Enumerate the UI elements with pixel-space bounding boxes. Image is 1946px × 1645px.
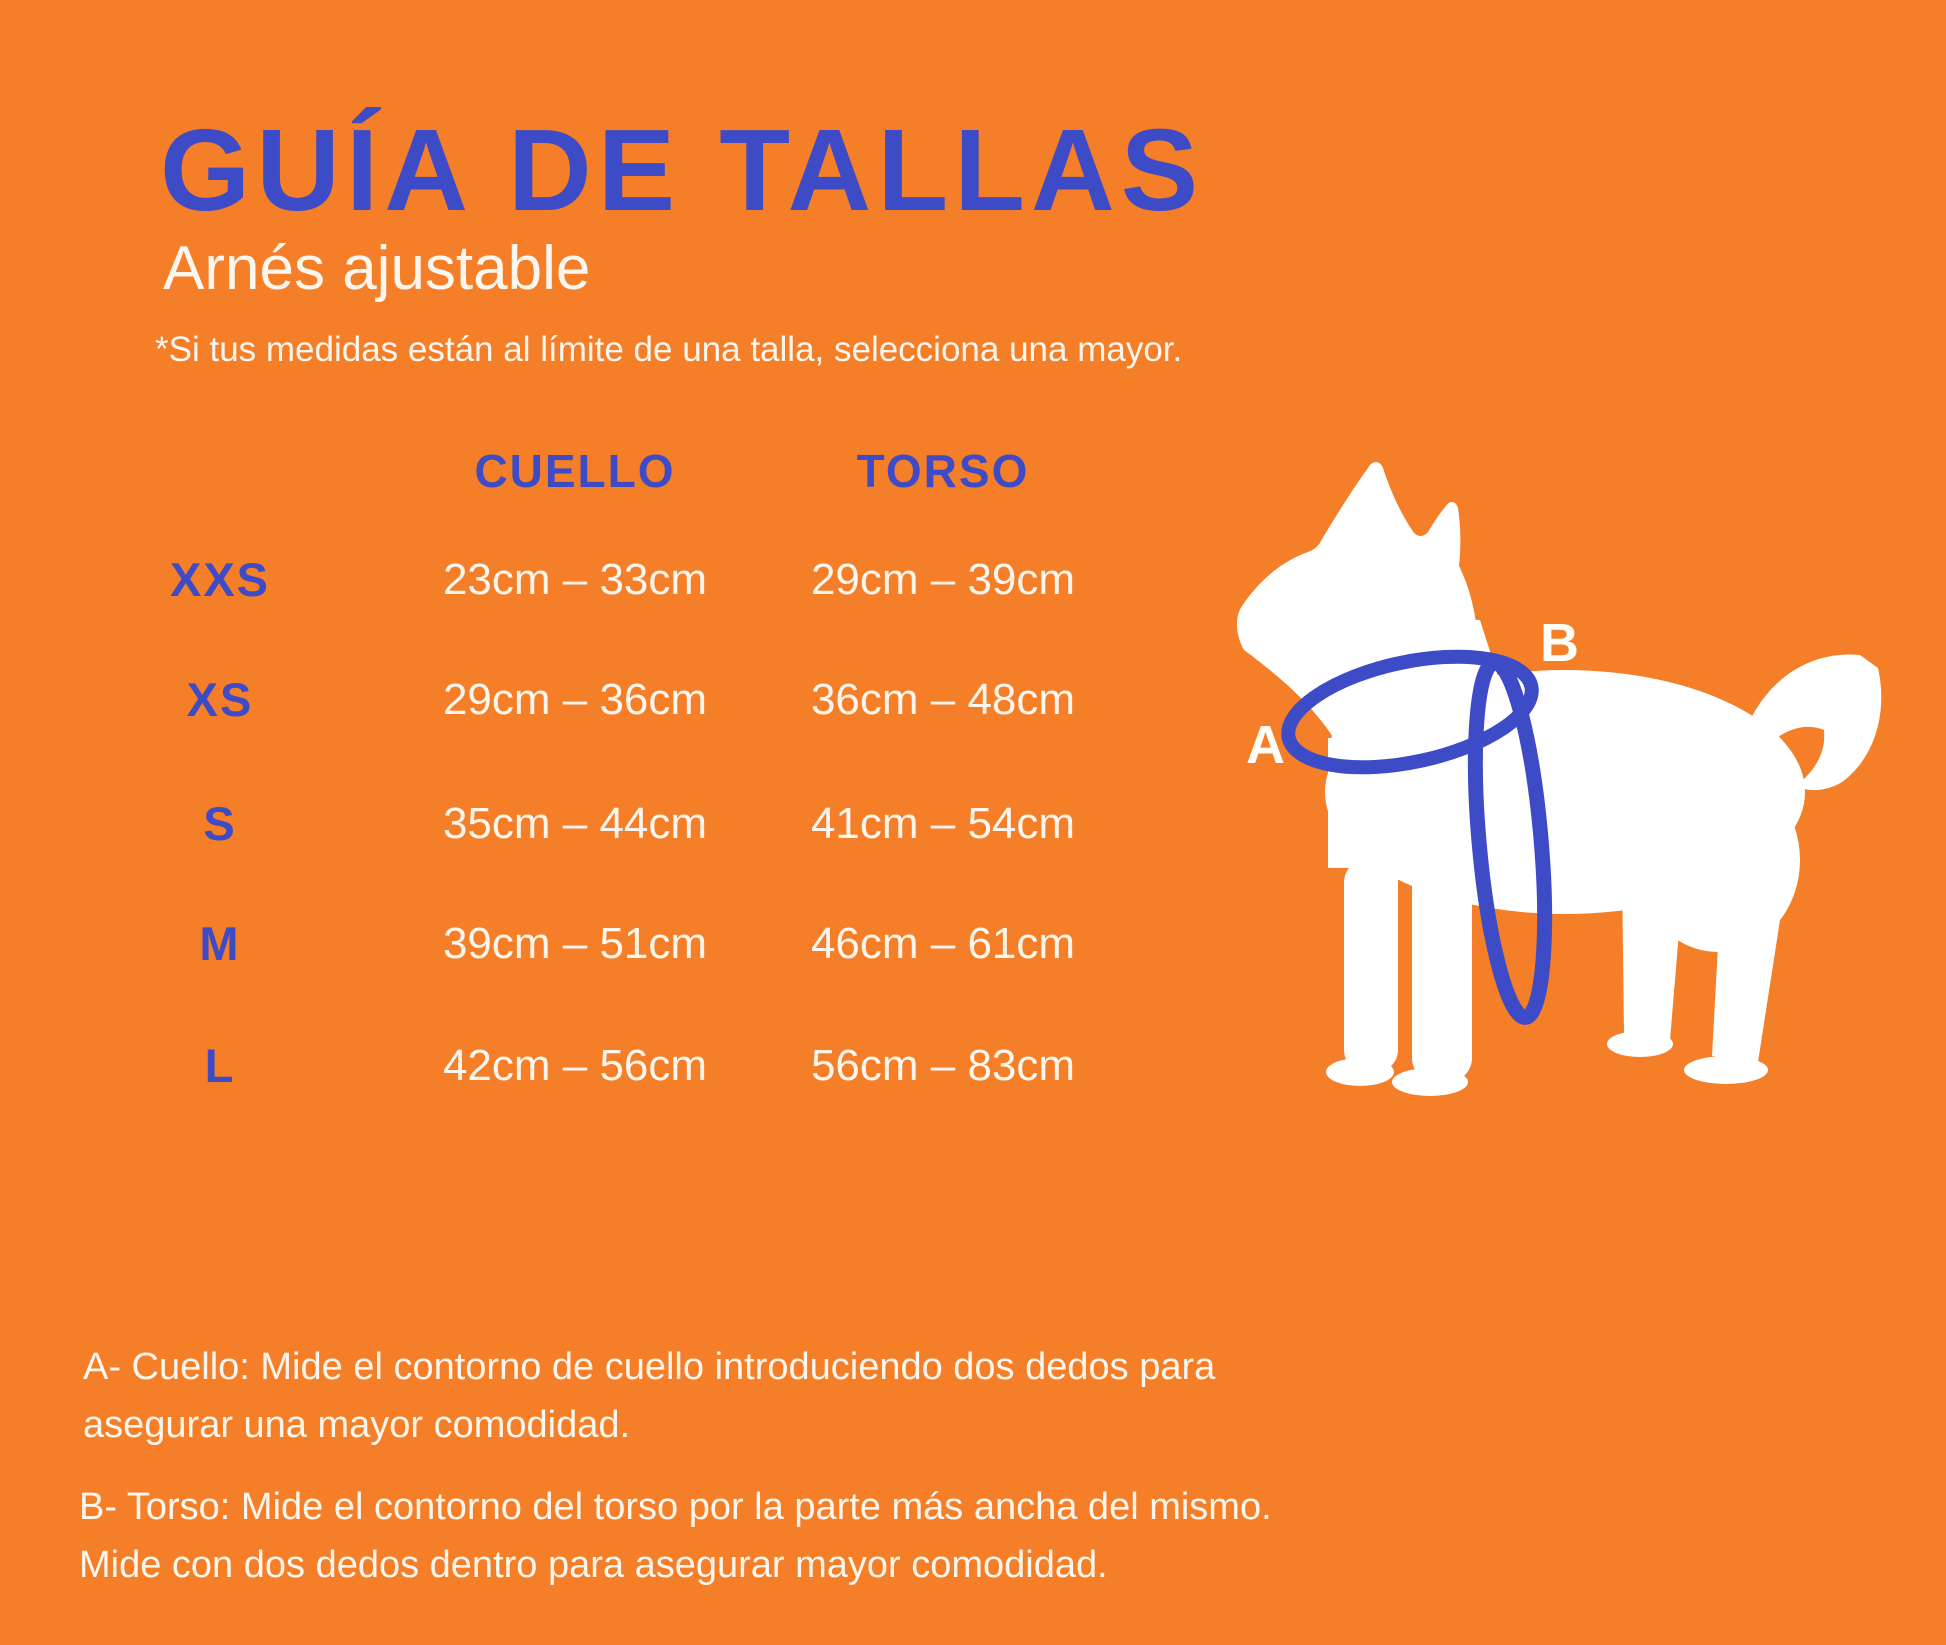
size-label-l: L xyxy=(204,1039,236,1092)
dog-silhouette xyxy=(1236,462,1882,1096)
note-cuello-line1: A- Cuello: Mide el contorno de cuello in… xyxy=(83,1346,1216,1388)
cuello-value-xxs: 23cm – 33cm xyxy=(442,555,708,604)
cuello-value-m: 39cm – 51cm xyxy=(442,919,708,968)
dog-harness-diagram xyxy=(1236,462,1882,1096)
torso-value-xxs: 29cm – 39cm xyxy=(810,555,1076,604)
note-torso: B- Torso: Mide el contorno del torso por… xyxy=(79,1478,1272,1594)
dog-hind-shin xyxy=(1712,910,1780,1062)
page-title: GUÍA DE TALLAS xyxy=(160,105,1205,235)
diagram-label-b: B xyxy=(1540,613,1579,673)
page-subtitle: Arnés ajustable xyxy=(163,234,591,303)
dog-hind-thigh xyxy=(1636,768,1800,952)
size-label-xs: XS xyxy=(186,673,254,726)
size-disclaimer: *Si tus medidas están al límite de una t… xyxy=(155,330,1183,369)
note-cuello: A- Cuello: Mide el contorno de cuello in… xyxy=(83,1338,1215,1454)
dog-hind-foot-near xyxy=(1684,1056,1768,1084)
dog-front-foot-near xyxy=(1392,1068,1468,1096)
torso-value-m: 46cm – 61cm xyxy=(810,919,1076,968)
note-torso-line2: Mide con dos dedos dentro para asegurar … xyxy=(79,1544,1108,1586)
cuello-value-xs: 29cm – 36cm xyxy=(442,675,708,724)
torso-loop-b xyxy=(1467,655,1553,1025)
dog-front-leg-near xyxy=(1412,860,1472,1082)
note-torso-line1: B- Torso: Mide el contorno del torso por… xyxy=(79,1486,1272,1528)
column-header-cuello: CUELLO xyxy=(474,445,676,497)
harness-loops xyxy=(1281,649,1553,1025)
torso-value-xs: 36cm – 48cm xyxy=(810,675,1076,724)
torso-value-s: 41cm – 54cm xyxy=(810,799,1076,848)
torso-value-l: 56cm – 83cm xyxy=(810,1041,1076,1090)
column-header-torso: TORSO xyxy=(856,445,1030,497)
size-label-s: S xyxy=(203,797,237,850)
size-label-m: M xyxy=(199,917,241,970)
cuello-value-s: 35cm – 44cm xyxy=(442,799,708,848)
neck-loop-a xyxy=(1281,649,1539,775)
size-label-xxs: XXS xyxy=(169,553,271,606)
dog-front-leg-far xyxy=(1344,860,1398,1072)
diagram-label-a: A xyxy=(1246,715,1285,775)
dog-hind-foot-far xyxy=(1607,1031,1673,1057)
dog-tail xyxy=(1742,654,1882,791)
note-cuello-line2: asegurar una mayor comodidad. xyxy=(83,1404,631,1446)
cuello-value-l: 42cm – 56cm xyxy=(442,1041,708,1090)
dog-front-foot-far xyxy=(1326,1058,1394,1086)
